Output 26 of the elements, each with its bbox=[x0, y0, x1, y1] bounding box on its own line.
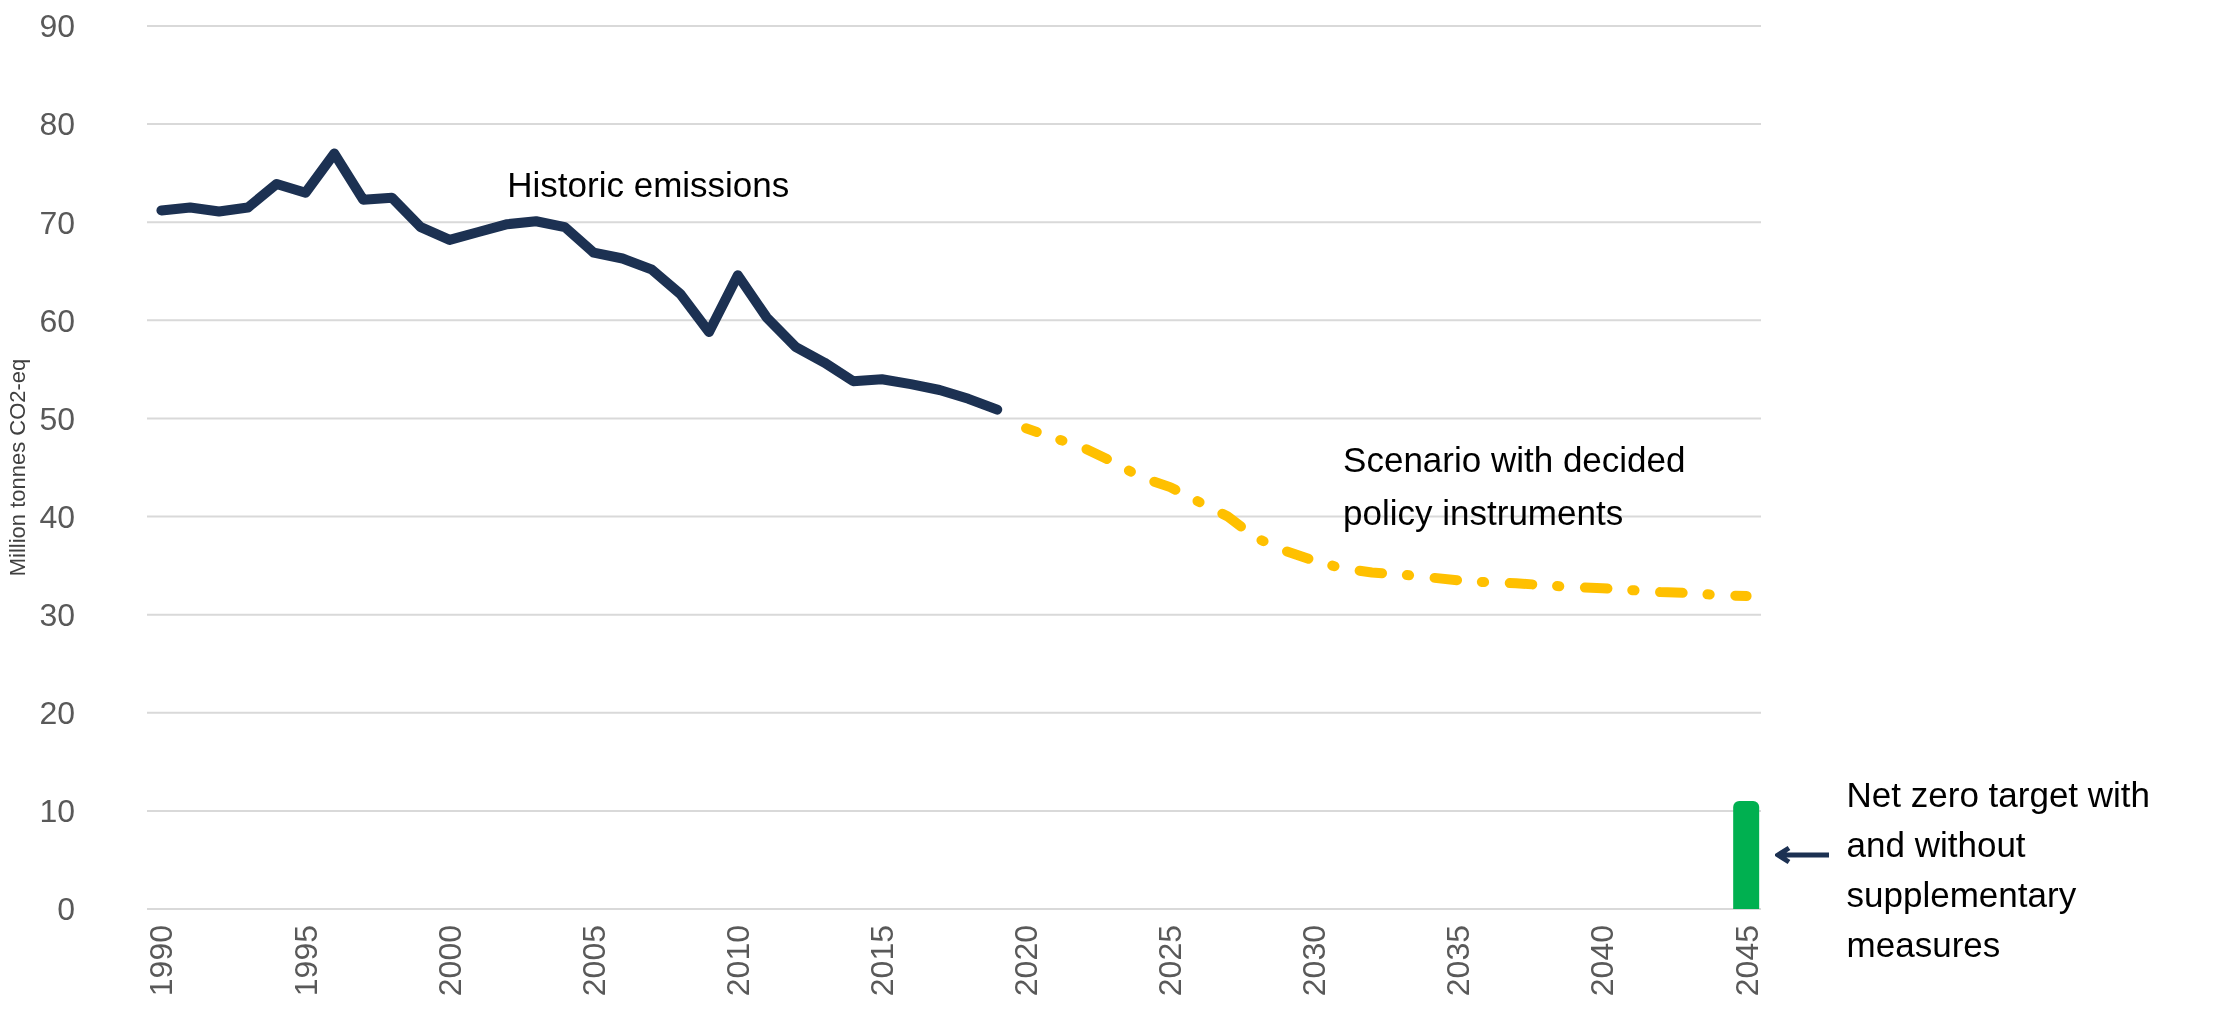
x-tick-label: 2000 bbox=[431, 925, 468, 997]
y-tick-label: 0 bbox=[57, 891, 75, 928]
x-tick-label: 2045 bbox=[1728, 925, 1765, 997]
x-tick-label: 2030 bbox=[1296, 925, 1333, 997]
text: Net zero target with and without supplementary measures bbox=[1846, 774, 2152, 967]
y-tick-label: 50 bbox=[39, 400, 75, 437]
x-tick-label: 1990 bbox=[143, 925, 180, 997]
x-tick-label: 2035 bbox=[1440, 925, 1477, 997]
y-tick-label: 20 bbox=[39, 695, 75, 732]
series-label: Historic emissions bbox=[507, 163, 791, 206]
y-tick-label: 40 bbox=[39, 498, 75, 535]
y-tick-label: 60 bbox=[39, 302, 75, 339]
x-tick-label: 2005 bbox=[575, 925, 612, 997]
y-axis-title: Million tonnes CO2-eq bbox=[4, 358, 30, 577]
x-tick-label: 2025 bbox=[1152, 925, 1189, 997]
y-tick-label: 80 bbox=[39, 106, 75, 143]
y-tick-label: 10 bbox=[39, 793, 75, 830]
x-tick-label: 2010 bbox=[719, 925, 756, 997]
y-tick-label: 70 bbox=[39, 204, 75, 241]
x-tick-label: 2040 bbox=[1584, 925, 1621, 997]
series-label: Scenario with decided policy instruments bbox=[1343, 438, 1687, 534]
y-tick-label: 90 bbox=[39, 8, 75, 45]
y-tick-label: 30 bbox=[39, 597, 75, 634]
x-tick-label: 2020 bbox=[1008, 925, 1045, 997]
x-tick-label: 1995 bbox=[287, 925, 324, 997]
x-tick-label: 2015 bbox=[863, 925, 900, 997]
